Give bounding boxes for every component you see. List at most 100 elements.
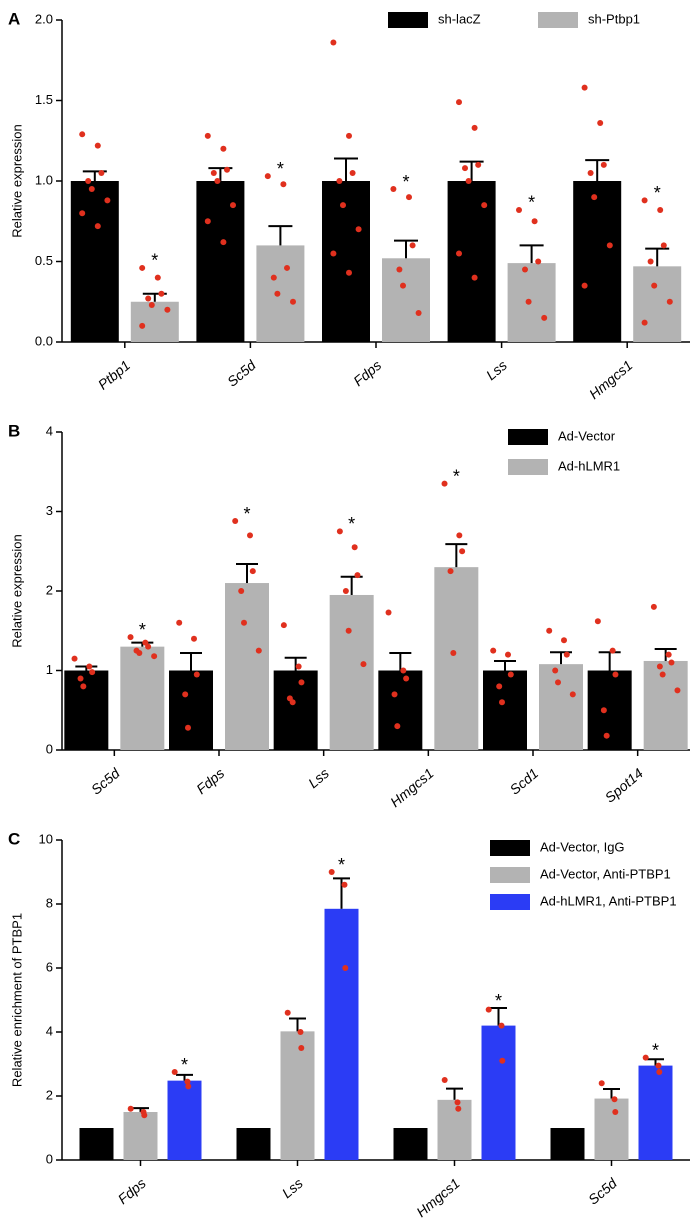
bar xyxy=(437,1099,472,1160)
data-point xyxy=(600,161,607,168)
data-point xyxy=(336,178,343,184)
data-point xyxy=(98,169,105,176)
bar xyxy=(123,1112,158,1160)
data-point xyxy=(328,869,335,875)
significance: * xyxy=(338,855,345,875)
data-point xyxy=(280,622,287,629)
data-point xyxy=(396,266,403,273)
data-point xyxy=(563,651,570,658)
legend-label: Ad-hLMR1 xyxy=(558,458,620,473)
data-point xyxy=(141,1112,148,1119)
y-tick-label: 8 xyxy=(46,895,53,910)
data-point xyxy=(600,707,607,714)
data-point xyxy=(400,282,406,289)
y-tick-label: 1.0 xyxy=(35,172,53,187)
data-point xyxy=(531,218,538,225)
data-point xyxy=(280,181,287,188)
legend-swatch xyxy=(508,459,548,475)
data-point xyxy=(79,210,86,217)
data-point xyxy=(204,218,211,225)
significance: * xyxy=(243,504,250,524)
data-point xyxy=(330,250,337,257)
y-tick-label: 1 xyxy=(46,662,53,677)
significance: * xyxy=(652,1040,659,1060)
data-point xyxy=(656,663,663,670)
legend-swatch xyxy=(538,12,578,28)
panel-label: C xyxy=(8,829,20,848)
legend-swatch xyxy=(490,840,530,856)
data-point xyxy=(193,671,200,678)
data-point xyxy=(499,1057,506,1064)
data-point xyxy=(641,197,648,204)
data-point xyxy=(336,528,343,535)
bar xyxy=(587,670,632,750)
data-point xyxy=(535,258,542,265)
data-point xyxy=(659,671,666,678)
data-point xyxy=(516,206,522,213)
data-point xyxy=(499,699,505,706)
bar xyxy=(130,301,179,342)
data-point xyxy=(220,239,227,246)
data-point xyxy=(232,518,239,525)
bar xyxy=(434,567,479,750)
x-tick-label: Spot14 xyxy=(602,765,646,806)
x-tick-label: Lss xyxy=(483,357,510,383)
legend-label: Ad-Vector, IgG xyxy=(540,839,625,854)
data-point xyxy=(587,169,594,176)
legend-label: sh-lacZ xyxy=(438,11,481,26)
data-point xyxy=(298,679,305,686)
data-point xyxy=(94,223,101,230)
bar xyxy=(324,908,359,1160)
x-tick-label: Sc5d xyxy=(88,764,124,798)
significance: * xyxy=(528,193,535,213)
data-point xyxy=(481,202,488,209)
data-point xyxy=(341,881,348,888)
data-point xyxy=(561,637,567,644)
data-point xyxy=(247,532,253,539)
data-point xyxy=(220,145,227,152)
data-point xyxy=(490,647,497,654)
data-point xyxy=(342,965,349,971)
data-point xyxy=(555,679,561,686)
bar xyxy=(483,670,527,750)
data-point xyxy=(406,194,412,201)
panel-label: B xyxy=(8,421,20,440)
data-point xyxy=(456,99,462,106)
y-tick-label: 2 xyxy=(46,1087,53,1102)
legend-swatch xyxy=(490,867,530,883)
data-point xyxy=(507,671,514,678)
data-point xyxy=(541,314,548,321)
data-point xyxy=(136,650,143,657)
data-point xyxy=(400,667,407,674)
data-point xyxy=(641,319,648,326)
data-point xyxy=(498,1022,505,1029)
bar xyxy=(507,263,556,342)
data-point xyxy=(471,124,478,131)
y-tick-label: 0 xyxy=(46,741,53,756)
data-point xyxy=(522,266,528,273)
data-point xyxy=(409,242,416,249)
data-point xyxy=(355,226,362,233)
data-point xyxy=(391,691,398,698)
data-point xyxy=(597,120,604,127)
bar xyxy=(169,670,213,750)
data-point xyxy=(342,588,349,594)
data-point xyxy=(184,1078,191,1085)
data-point xyxy=(674,687,681,694)
legend-swatch xyxy=(490,894,530,910)
data-point xyxy=(394,723,401,730)
data-point xyxy=(80,683,87,690)
data-point xyxy=(354,572,361,579)
legend-label: Ad-Vector, Anti-PTBP1 xyxy=(540,866,671,881)
data-point xyxy=(415,310,422,317)
data-point xyxy=(594,618,601,625)
data-point xyxy=(450,650,457,657)
data-point xyxy=(360,661,367,668)
x-tick-label: Fdps xyxy=(115,1175,149,1207)
data-point xyxy=(94,142,101,149)
legend-label: Ad-hLMR1, Anti-PTBP1 xyxy=(540,893,677,908)
significance: * xyxy=(139,620,146,640)
data-point xyxy=(185,1083,192,1090)
data-point xyxy=(274,290,281,297)
